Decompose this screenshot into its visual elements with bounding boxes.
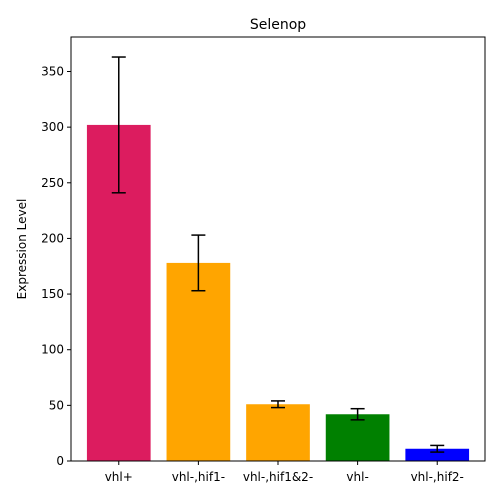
x-tick-label-3: vhl- [346, 470, 368, 484]
x-tick-label-0: vhl+ [105, 470, 133, 484]
y-tick-label-0: 0 [56, 454, 64, 468]
y-tick-label-6: 300 [41, 120, 64, 134]
x-tick-label-2: vhl-,hif1&2- [243, 470, 313, 484]
chart-title: Selenop [250, 17, 306, 33]
y-axis: 0 50 100 150 200 250 300 350 [41, 64, 71, 468]
bar-4 [405, 448, 470, 461]
x-tick-label-4: vhl-,hif2- [411, 470, 464, 484]
x-axis: vhl+ vhl-,hif1- vhl-,hif1&2- vhl-vhl-,hif2- [105, 461, 464, 484]
y-axis-label: Expression Level [15, 199, 29, 300]
bar-3 [325, 414, 390, 461]
y-tick-label-5: 250 [41, 176, 64, 190]
x-tick-label-1: vhl-,hif1- [172, 470, 225, 484]
bar-2 [246, 404, 310, 461]
y-tick-label-2: 100 [41, 343, 64, 357]
y-tick-label-3: 150 [41, 287, 64, 301]
bar-1 [166, 262, 231, 461]
y-tick-label-7: 350 [41, 64, 64, 78]
plot-frame [70, 36, 486, 462]
y-tick-label-4: 200 [41, 231, 64, 245]
error-bars-group [111, 56, 445, 453]
y-tick-label-1: 50 [49, 398, 64, 412]
bars-group [86, 124, 470, 461]
